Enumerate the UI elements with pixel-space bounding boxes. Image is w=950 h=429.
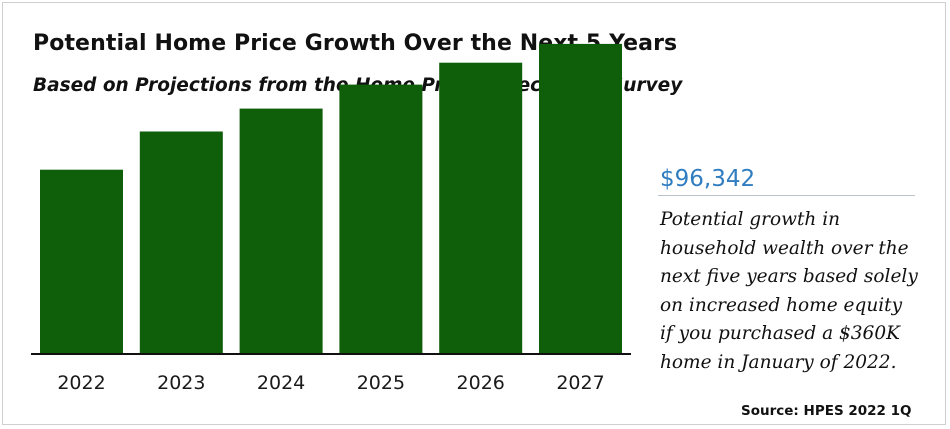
- x-tick-label-2023: 2023: [157, 372, 205, 394]
- x-tick-label-2024: 2024: [257, 372, 305, 394]
- callout-divider: [658, 195, 915, 196]
- x-tick-label-2025: 2025: [357, 372, 405, 394]
- bars-layer: [40, 43, 622, 354]
- source-note: Source: HPES 2022 1Q: [741, 403, 912, 419]
- bar-2023: [139, 131, 223, 353]
- bar-2027: [539, 43, 622, 354]
- x-tick-label-2027: 2027: [556, 372, 604, 394]
- callout-value: $96,342: [660, 166, 756, 192]
- x-tick-label-2026: 2026: [457, 372, 505, 394]
- x-tick-label-2022: 2022: [57, 372, 105, 394]
- bar-2026: [439, 62, 523, 353]
- x-tick-labels: 2022 2023 2024 2025 2026 2027: [57, 372, 604, 394]
- bar-2022: [40, 169, 123, 353]
- bar-2024: [239, 108, 323, 353]
- callout-description: Potential growth in household wealth ove…: [660, 209, 918, 373]
- bar-2025: [339, 84, 423, 353]
